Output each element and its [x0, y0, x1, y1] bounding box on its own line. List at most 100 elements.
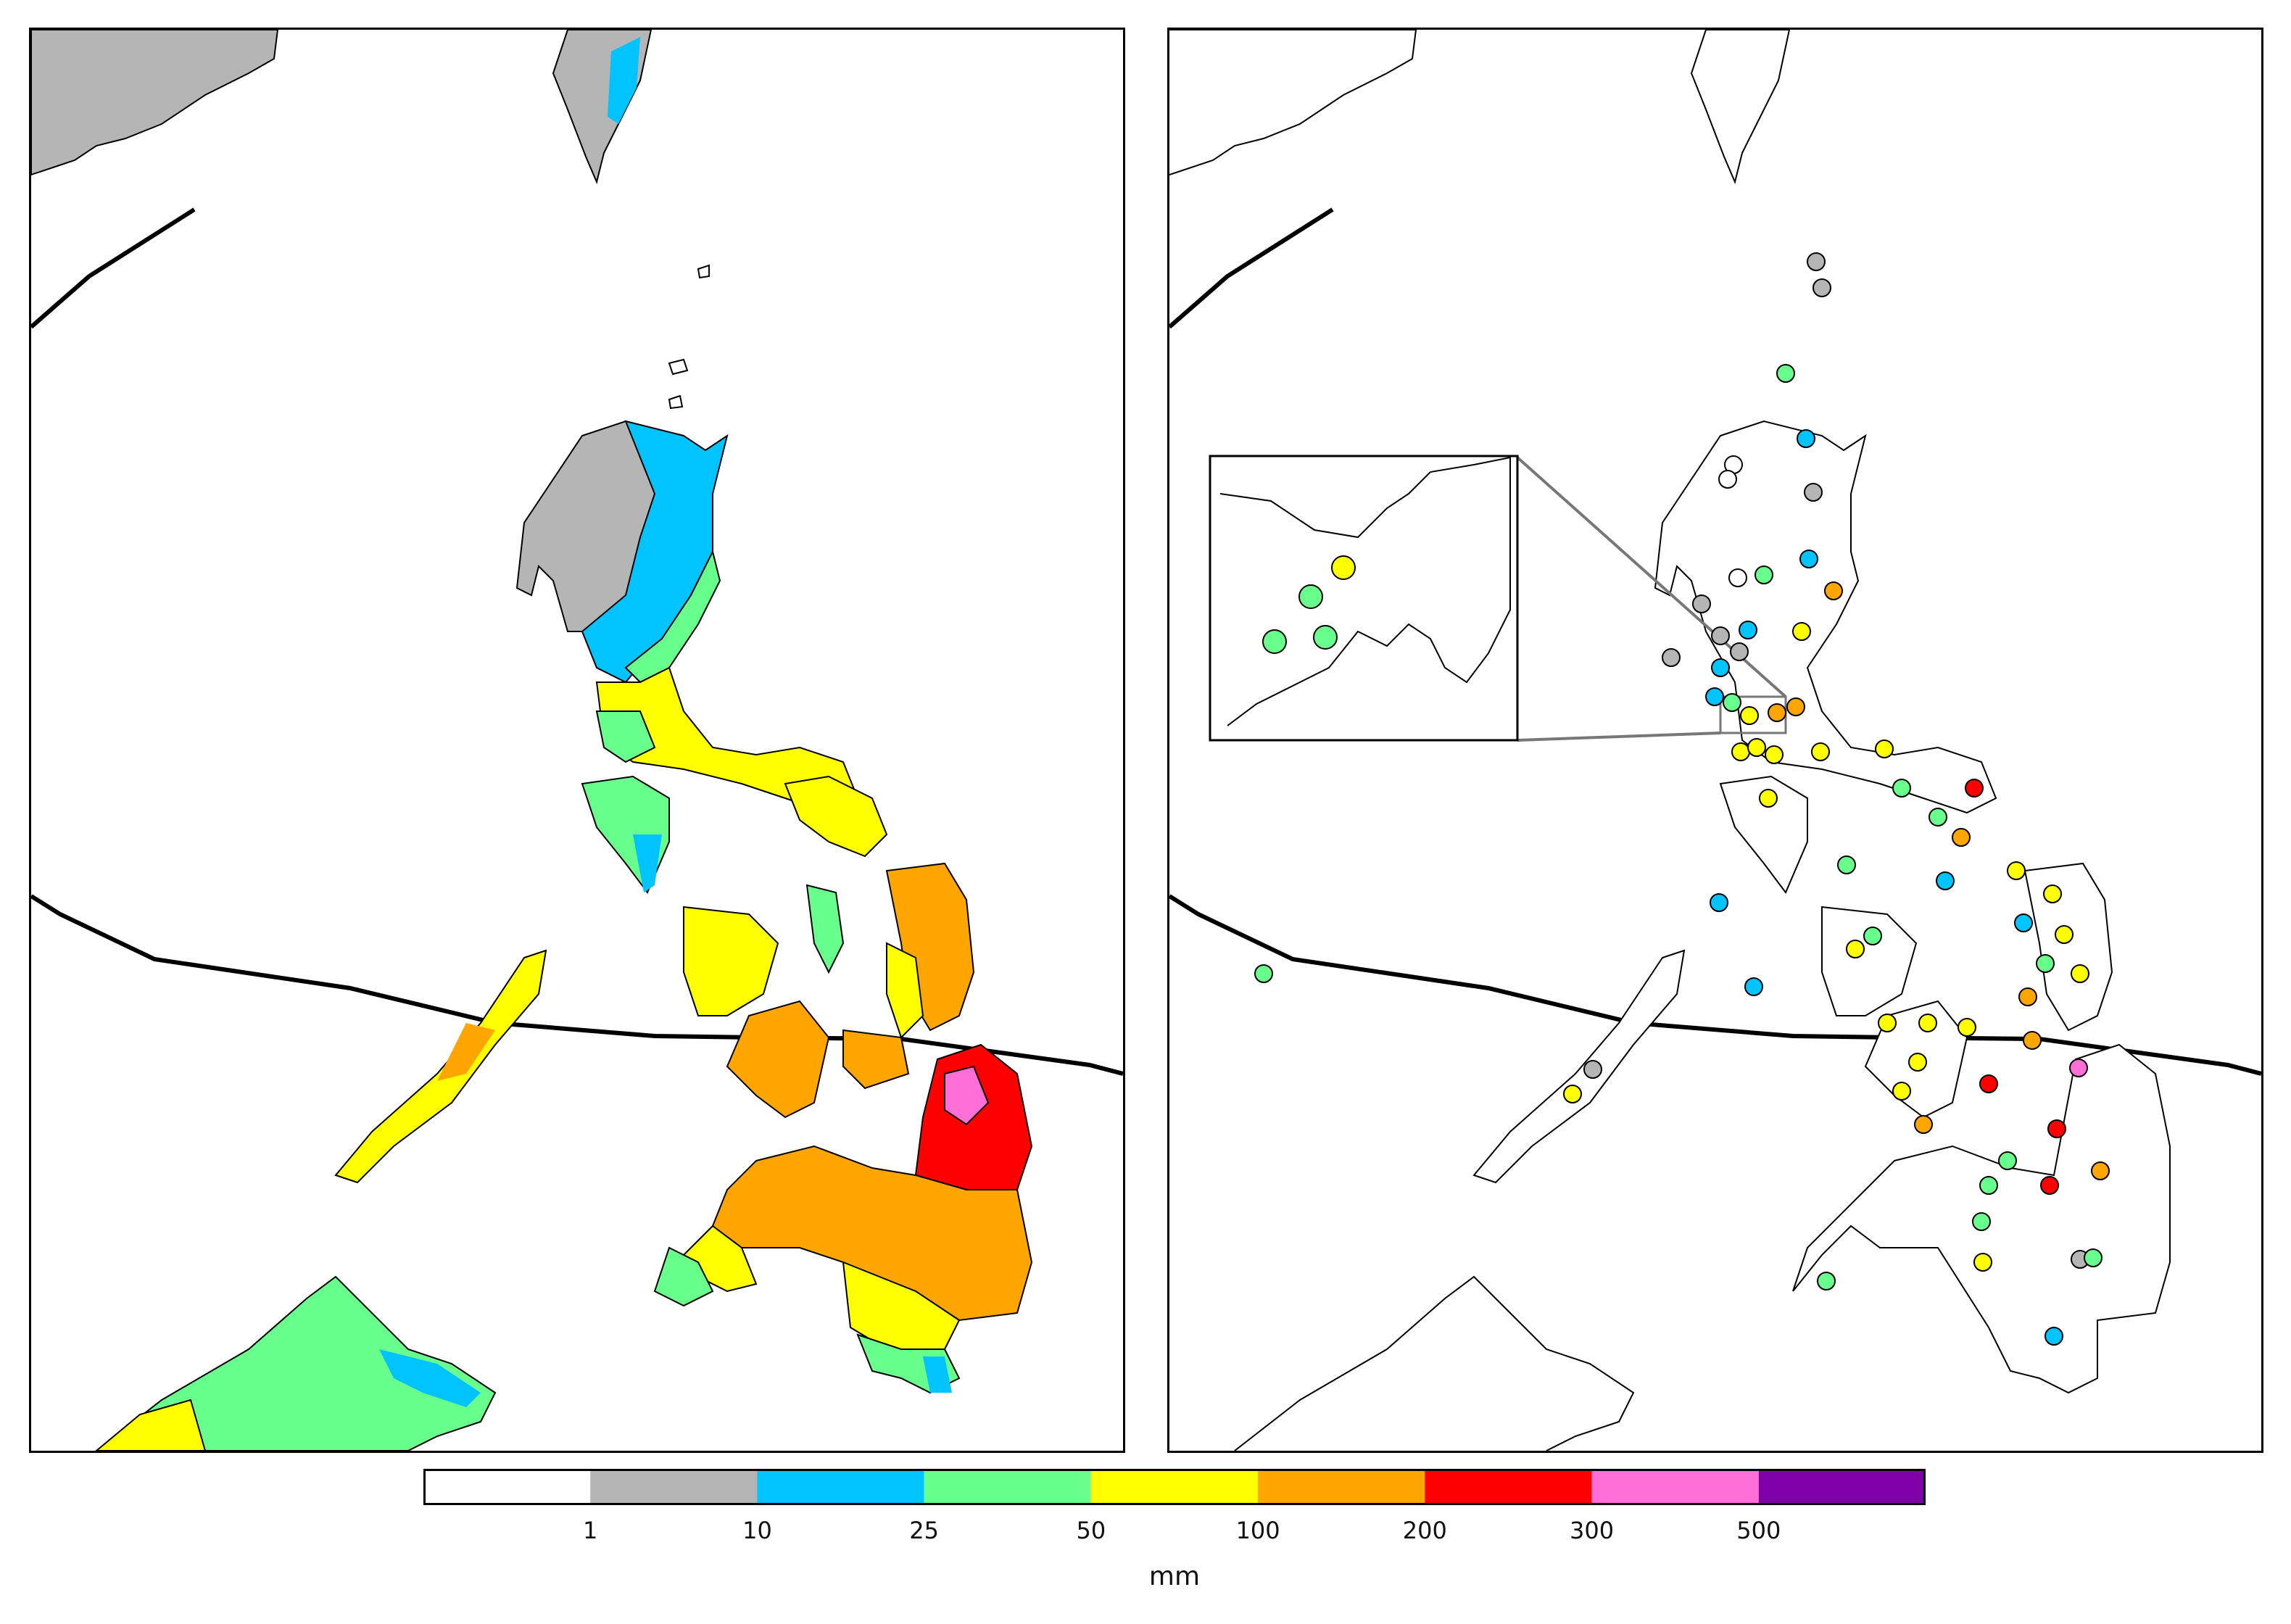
track-line-south	[31, 894, 1123, 1076]
colorbar-segment	[590, 1469, 758, 1505]
station	[1792, 622, 1811, 641]
colorbar-unit-label: mm	[1148, 1562, 1201, 1591]
colorbar	[423, 1469, 1926, 1505]
colorbar-segment	[1758, 1469, 1926, 1505]
station	[2043, 884, 2062, 903]
station	[1979, 1176, 1998, 1195]
station	[1776, 364, 1795, 383]
station	[1705, 687, 1724, 706]
station	[1692, 594, 1711, 613]
gridded-map-canvas	[31, 30, 1123, 1451]
station	[1799, 550, 1818, 568]
colorbar-tick-label: 50	[1076, 1517, 1106, 1544]
station	[1998, 1151, 2017, 1170]
colorbar-segment	[1591, 1469, 1759, 1505]
station	[1928, 808, 1947, 826]
station	[1812, 278, 1831, 297]
colorbar-tick-label: 1	[583, 1517, 598, 1544]
inset-coastline	[1219, 456, 1511, 726]
borneo-blue	[379, 1349, 481, 1407]
taiwan-coastline	[1690, 30, 1791, 185]
station	[1807, 252, 1826, 271]
station	[1583, 1060, 1602, 1079]
inset-station	[1298, 584, 1323, 609]
station	[1979, 1074, 1998, 1093]
borneo-yellow	[95, 1399, 207, 1451]
station	[1878, 1014, 1897, 1032]
station	[1254, 964, 1273, 983]
station	[1863, 927, 1882, 945]
inset-zoom	[1209, 455, 1519, 742]
mindoro-blue	[633, 834, 662, 892]
stations	[1254, 252, 2110, 1346]
station	[1892, 1082, 1911, 1101]
track-line-north	[1169, 207, 1334, 329]
station	[2018, 987, 2037, 1006]
inset-connector-bottom	[1517, 732, 1721, 742]
station	[1811, 742, 1830, 761]
central-luzon-green	[595, 710, 656, 763]
colorbar-tick-label: 300	[1570, 1517, 1615, 1544]
palawan-coastline	[1472, 949, 1686, 1184]
bicol-yellow	[784, 775, 888, 858]
track-line-south	[1169, 894, 2261, 1076]
station	[2069, 1058, 2088, 1077]
station	[1936, 871, 1955, 890]
central-luzon-yellow	[595, 666, 859, 814]
station	[2014, 914, 2033, 932]
negros-orange	[726, 1000, 830, 1119]
station	[1662, 648, 1681, 667]
station	[1728, 568, 1747, 587]
china-coastline	[1169, 30, 1417, 175]
station-rainfall-map	[1167, 28, 2263, 1453]
station	[2036, 954, 2055, 973]
station	[1958, 1018, 1976, 1037]
station	[2055, 925, 2074, 944]
station	[1563, 1085, 1582, 1103]
colorbar-segment	[1090, 1469, 1259, 1505]
panay-yellow	[683, 906, 779, 1016]
leyte-yellow	[886, 942, 924, 1039]
colorbar-segment	[1258, 1469, 1425, 1505]
track-line-north	[31, 207, 196, 329]
inset-station	[1262, 629, 1287, 654]
station	[1718, 470, 1737, 489]
station	[2023, 1031, 2042, 1050]
mindanao-pink	[944, 1065, 990, 1126]
station	[1846, 940, 1865, 958]
station	[1723, 693, 1741, 712]
borneo-coastline	[1234, 1275, 1635, 1451]
mindoro-coastline	[1719, 775, 1808, 894]
station	[2040, 1176, 2059, 1195]
station	[1952, 828, 1971, 847]
colorbar-border	[423, 1469, 1926, 1505]
mindanao-blue-south	[923, 1356, 952, 1393]
colorbar-segment	[423, 1469, 591, 1505]
colorbar-tick-label: 500	[1736, 1517, 1781, 1544]
station	[1918, 1014, 1937, 1032]
colorbar-tick-label: 100	[1235, 1517, 1280, 1544]
china-landmass	[31, 30, 279, 176]
station	[1914, 1115, 1933, 1134]
station	[1768, 703, 1786, 722]
station	[1908, 1053, 1927, 1072]
station	[1824, 581, 1843, 600]
station	[1837, 856, 1856, 874]
colorbar-tick-label: 10	[742, 1517, 772, 1544]
inset-station	[1313, 625, 1338, 650]
station	[2084, 1248, 2102, 1267]
station	[2071, 964, 2089, 983]
gridded-rainfall-map	[29, 28, 1125, 1453]
station	[2091, 1161, 2110, 1180]
colorbar-segment	[924, 1469, 1091, 1505]
visayas-coastline	[1821, 862, 2113, 1119]
cebu-green	[805, 884, 845, 974]
island-small-2	[697, 264, 710, 279]
station	[1754, 566, 1773, 584]
station	[1711, 658, 1730, 677]
station	[1740, 706, 1759, 725]
taiwan-rain-blue	[608, 37, 640, 124]
station	[1739, 621, 1757, 639]
station	[1817, 1272, 1836, 1290]
station	[1744, 977, 1763, 996]
